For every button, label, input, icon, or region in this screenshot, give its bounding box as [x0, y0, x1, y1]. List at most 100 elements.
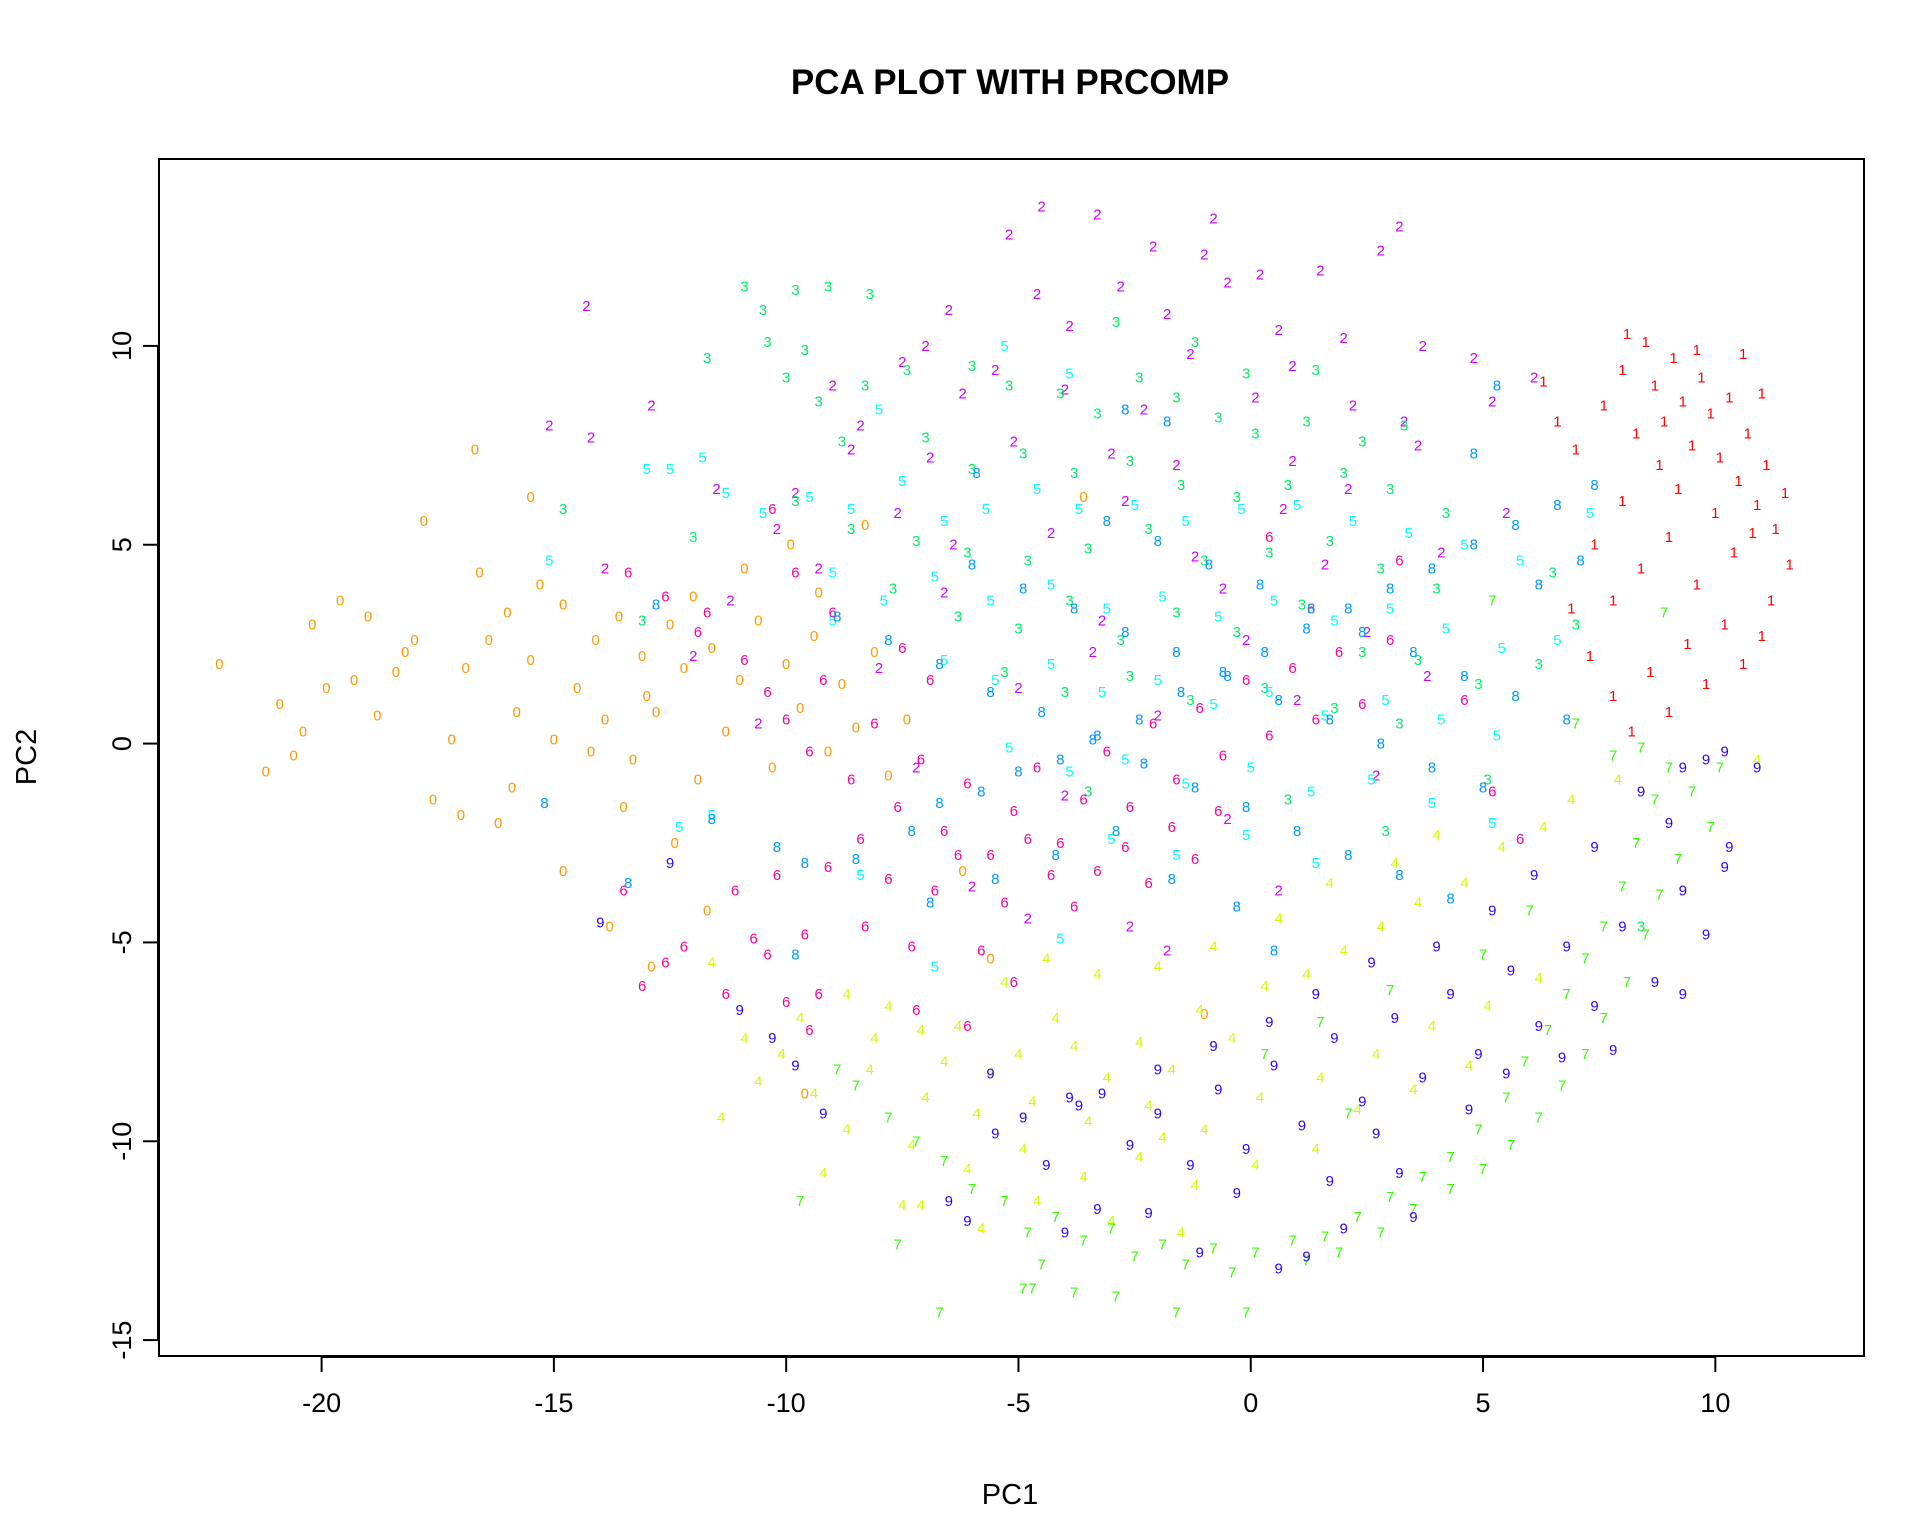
data-point: 0 [364, 608, 372, 625]
data-point: 0 [475, 565, 483, 582]
data-point: 6 [1033, 759, 1041, 776]
data-point: 1 [1702, 676, 1710, 693]
data-point: 2 [1344, 481, 1352, 498]
data-point: 6 [740, 652, 748, 669]
data-point: 6 [1172, 771, 1180, 788]
data-point: 2 [898, 354, 906, 371]
data-point: 3 [1265, 545, 1273, 562]
data-point: 3 [921, 429, 929, 446]
data-point: 7 [1242, 1304, 1250, 1321]
data-point: 3 [1549, 565, 1557, 582]
data-point: 6 [986, 847, 994, 864]
data-point: 7 [912, 1133, 920, 1150]
data-point: 3 [954, 608, 962, 625]
data-point: 5 [1381, 692, 1389, 709]
data-point: 8 [1112, 823, 1120, 840]
data-point: 8 [1270, 942, 1278, 959]
x-axis: -20 -15 -10 -5 0 5 10 [302, 1356, 1730, 1418]
data-point: 1 [1637, 561, 1645, 578]
data-point: 7 [1182, 1257, 1190, 1274]
data-point: 4 [1465, 1058, 1473, 1075]
data-point: 7 [1172, 1304, 1180, 1321]
data-point: 2 [828, 378, 836, 395]
data-point: 6 [884, 871, 892, 888]
data-point: 2 [1251, 390, 1259, 407]
data-point: 6 [1516, 831, 1524, 848]
data-point: 6 [1219, 748, 1227, 765]
data-point: 0 [959, 863, 967, 880]
data-point: 2 [1488, 394, 1496, 411]
data-point: 3 [903, 362, 911, 379]
data-point: 1 [1618, 362, 1626, 379]
data-point: 0 [485, 632, 493, 649]
data-point: 1 [1730, 545, 1738, 562]
data-point: 3 [1233, 489, 1241, 506]
data-point: 0 [689, 588, 697, 605]
data-point: 5 [675, 819, 683, 836]
data-point: 7 [1228, 1264, 1236, 1281]
data-point: 1 [1697, 370, 1705, 387]
data-point: 5 [1056, 930, 1064, 947]
data-points: 0000000000000000000000000000000000000000… [215, 199, 1794, 1322]
data-point: 4 [842, 986, 850, 1003]
data-point: 9 [1270, 1058, 1278, 1075]
data-point: 5 [759, 505, 767, 522]
data-point: 3 [1144, 521, 1152, 538]
data-point: 4 [708, 954, 716, 971]
data-point: 0 [592, 632, 600, 649]
data-point: 0 [448, 732, 456, 749]
data-point: 0 [550, 732, 558, 749]
data-point: 4 [1256, 1090, 1264, 1107]
data-point: 2 [1340, 330, 1348, 347]
data-point: 1 [1688, 437, 1696, 454]
x-tick-label: 5 [1476, 1388, 1491, 1418]
data-point: 1 [1567, 600, 1575, 617]
data-point: 6 [963, 775, 971, 792]
data-point: 3 [1284, 791, 1292, 808]
data-point: 4 [1251, 1157, 1259, 1174]
data-point: 4 [1377, 919, 1385, 936]
data-point: 2 [1400, 413, 1408, 430]
data-point: 2 [1047, 525, 1055, 542]
data-point: 9 [1061, 1225, 1069, 1242]
data-point: 5 [880, 592, 888, 609]
data-point: 5 [1242, 827, 1250, 844]
data-point: 3 [689, 529, 697, 546]
data-point: 4 [1302, 966, 1310, 983]
data-point: 1 [1646, 664, 1654, 681]
data-point: 7 [1655, 887, 1663, 904]
data-point: 0 [861, 517, 869, 534]
data-point: 9 [1340, 1221, 1348, 1238]
data-point: 8 [991, 871, 999, 888]
data-point: 8 [1172, 644, 1180, 661]
data-point: 2 [1274, 322, 1282, 339]
data-point: 4 [963, 1161, 971, 1178]
data-point: 0 [666, 616, 674, 633]
data-point: 2 [754, 716, 762, 733]
data-point: 4 [819, 1165, 827, 1182]
data-point: 2 [1117, 278, 1125, 295]
data-point: 3 [1474, 676, 1482, 693]
data-point: 6 [1000, 895, 1008, 912]
data-point: 6 [977, 942, 985, 959]
data-point: 8 [926, 895, 934, 912]
data-point: 5 [698, 449, 706, 466]
data-point: 2 [1061, 382, 1069, 399]
data-point: 8 [773, 839, 781, 856]
data-point: 9 [1753, 759, 1761, 776]
data-point: 6 [1168, 819, 1176, 836]
data-point: 9 [736, 1002, 744, 1019]
data-point: 3 [1330, 700, 1338, 717]
data-point: 6 [917, 751, 925, 768]
data-point: 4 [1079, 1169, 1087, 1186]
data-point: 1 [1720, 616, 1728, 633]
data-point: 2 [1395, 219, 1403, 236]
data-point: 9 [1358, 1093, 1366, 1110]
data-point: 9 [1019, 1109, 1027, 1126]
data-point: 2 [1191, 549, 1199, 566]
data-point: 3 [968, 358, 976, 375]
data-point: 4 [986, 1066, 994, 1083]
data-point: 3 [824, 278, 832, 295]
data-point: 1 [1655, 457, 1663, 474]
data-point: 0 [350, 672, 358, 689]
